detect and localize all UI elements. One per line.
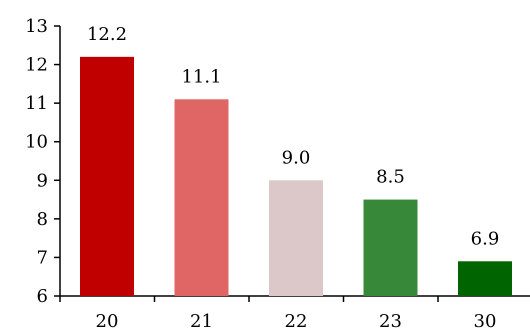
y-tick-label: 12 [25,55,48,76]
x-tick-label-21: 21 [190,311,213,332]
bar-23 [363,199,418,296]
y-tick-label: 7 [37,247,48,268]
y-tick-label: 9 [37,170,48,191]
x-tick-label-22: 22 [285,311,308,332]
data-label-30: 6.9 [471,228,500,249]
data-label-22: 9.0 [282,147,311,168]
x-axis: 20 21 22 23 30 [59,295,530,332]
y-tick-label: 13 [25,16,48,37]
y-tick-label: 6 [37,286,48,307]
data-label-23: 8.5 [376,167,405,188]
data-label-20: 12.2 [87,24,127,45]
x-tick-label-30: 30 [474,311,497,332]
y-axis: 6 7 8 9 10 11 12 13 [25,16,61,307]
y-tick-label: 11 [25,93,48,114]
bar-30 [458,261,512,296]
bar-22 [269,180,323,296]
bar-21 [174,99,229,297]
bars [80,56,512,297]
data-labels: 12.2 11.1 9.0 8.5 6.9 [87,24,499,249]
x-tick-label-23: 23 [379,311,402,332]
data-label-21: 11.1 [181,66,221,87]
bar-20 [80,56,134,296]
y-tick-label: 8 [37,209,48,230]
x-tick-label-20: 20 [96,311,119,332]
y-tick-label: 10 [25,132,48,153]
